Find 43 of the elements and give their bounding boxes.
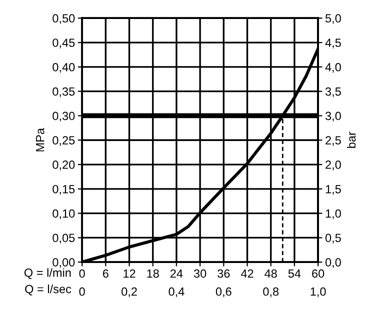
x2-axis-title: Q = l/sec: [25, 284, 72, 296]
y2-tick-label: 0,5: [325, 234, 341, 244]
x2-tick-label: 0,6: [216, 287, 232, 298]
y2-tick-label: 1,0: [326, 209, 341, 220]
y2-tick-label: 3,5: [325, 87, 341, 98]
x-tick-label: 48: [264, 269, 277, 278]
y2-tick-label: 3,0: [325, 112, 341, 122]
x2-tick-label: 0,8: [263, 287, 279, 298]
y2-tick-label: 2,0: [326, 160, 341, 170]
y2-tick-label: 5,0: [325, 14, 341, 24]
x-tick-label: 0: [79, 269, 85, 278]
x-tick-label: 24: [170, 269, 183, 278]
x-tick-label: 12: [124, 269, 136, 278]
x-tick-label: 30: [194, 269, 206, 278]
y-tick-label: 0,10: [52, 209, 75, 220]
y-tick-label: 0,45: [52, 38, 75, 48]
y-tick-label: 0,25: [52, 136, 75, 146]
x2-tick-label: 0: [79, 287, 85, 296]
y-tick-label: 0,15: [52, 184, 75, 195]
y-tick-label: 0,30: [52, 112, 75, 122]
y-tick-label: 0,35: [52, 87, 75, 98]
x-tick-label: 6: [102, 269, 108, 278]
y2-tick-label: 1,5: [326, 185, 341, 195]
y-tick-label: 0,20: [52, 160, 75, 170]
x-axis-title: Q = l/min: [24, 268, 71, 279]
y-tick-label: 0,50: [52, 14, 75, 24]
y-tick-label: 0,40: [52, 62, 75, 73]
x-tick-label: 36: [218, 269, 230, 278]
y-tick-label: 0,00: [52, 258, 75, 268]
x-tick-label: 54: [288, 269, 301, 278]
x2-tick-label: 0,2: [122, 287, 137, 298]
x-tick-label: 60: [312, 269, 324, 278]
y2-tick-label: 0,0: [325, 258, 341, 268]
y-tick-label: 0,05: [52, 234, 75, 244]
x2-tick-label: 1,0: [310, 287, 326, 298]
y-axis-title: MPa: [36, 128, 44, 152]
y2-tick-label: 2,5: [326, 136, 341, 146]
x2-tick-label: 0,4: [168, 287, 184, 298]
y2-axis-title: bar: [346, 132, 356, 148]
x-tick-label: 18: [147, 269, 159, 278]
y2-tick-label: 4,5: [325, 38, 341, 48]
y2-tick-label: 4,0: [325, 62, 341, 73]
x-tick-label: 42: [240, 269, 254, 278]
